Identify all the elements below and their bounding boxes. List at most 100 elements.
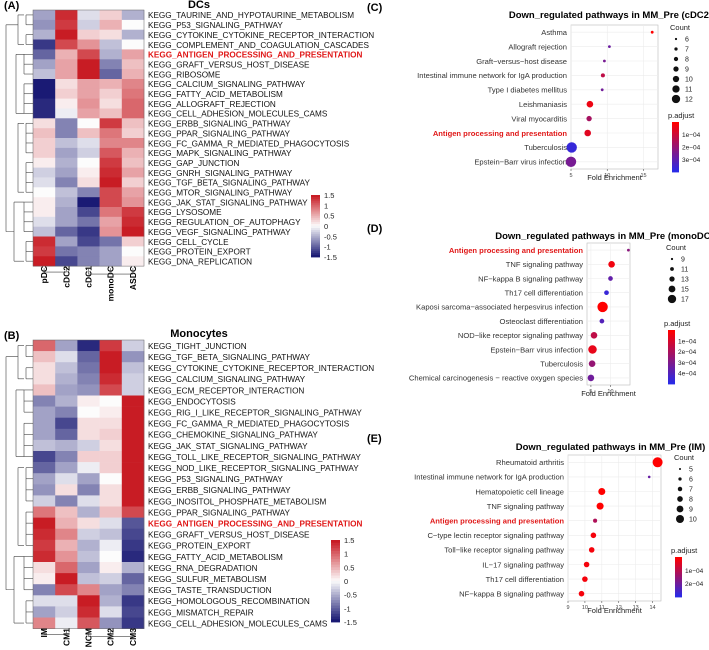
heatmap-cell [99, 517, 123, 529]
heatmap-cell [99, 138, 123, 149]
heatmap-cell [99, 395, 123, 407]
heatmap-row-label: KEGG_TGF_BETA_SIGNALING_PATHWAY [148, 353, 311, 362]
heatmap-cell [121, 147, 145, 159]
heatmap-cell [33, 573, 56, 585]
heatmap-cell [33, 584, 56, 596]
heatmap-cell [33, 562, 56, 574]
enrichment-dot [603, 59, 606, 63]
heatmap-cell [33, 19, 56, 31]
x-tick-label: 10 [607, 389, 613, 395]
heatmap-cell [77, 506, 100, 518]
heatmap-cell [121, 98, 145, 109]
heatmap-cell [33, 473, 56, 485]
heatmap-row-label: KEGG_PPAR_SIGNALING_PATHWAY [148, 129, 290, 138]
pathway-label: Tuberculosis [524, 143, 567, 152]
heatmap-cell [77, 584, 100, 596]
legend-dot [672, 85, 680, 93]
heatmap-row-label: KEGG_TIGHT_JUNCTION [148, 342, 247, 351]
legend-value: 11 [681, 267, 688, 274]
heatmap-cell [55, 573, 78, 585]
heatmap-cell [55, 177, 78, 188]
heatmap-cell [55, 118, 78, 129]
legend-title: Count [666, 243, 687, 252]
heatmap-cell [55, 197, 78, 208]
heatmap-cell [55, 584, 78, 596]
heatmap-cell [99, 573, 123, 585]
heatmap-cell [33, 595, 56, 607]
enrichment-dot [600, 73, 605, 78]
pathway-label: Toll−like receptor signaling pathway [444, 546, 564, 555]
heatmap-cell [121, 236, 145, 247]
enrichment-dot [565, 156, 577, 167]
heatmap-cell [77, 495, 100, 507]
heatmap-cell [121, 562, 145, 574]
heatmap-cell [77, 187, 100, 198]
pathway-label: IL−17 signaling pathway [482, 560, 564, 569]
heatmap-color-legend: 1.5 1 0.5 0 -0.5 -1 -1.5 [331, 536, 357, 627]
heatmap-col-label: pDC [39, 266, 49, 283]
heatmap-cell [99, 484, 123, 496]
x-tick-label: 5 [589, 389, 592, 395]
heatmap-cell [77, 451, 100, 463]
heatmap-col-label: cDC1 [84, 266, 94, 288]
legend-value: 9 [689, 507, 693, 514]
legend-value: 7 [689, 487, 693, 494]
legend-value: 10 [685, 77, 693, 84]
enrichment-dot [647, 475, 651, 479]
legend-tick: 1 [324, 201, 328, 210]
heatmap-row-label: KEGG_CALCIUM_SIGNALING_PATHWAY [148, 375, 306, 384]
heatmap-cell [33, 256, 56, 267]
heatmap-cell [121, 617, 145, 629]
heatmap-cell [99, 506, 123, 518]
heatmap-cell [99, 167, 123, 178]
legend-value: 9 [681, 257, 685, 264]
heatmap-cell [121, 157, 145, 168]
enrichment-dot [608, 45, 611, 48]
legend-title: Count [674, 453, 695, 462]
legend-value: 15 [681, 287, 689, 294]
heatmap-cell [55, 451, 78, 463]
heatmap-cell [121, 340, 145, 352]
heatmap-row-label: KEGG_HOMOLOGOUS_RECOMBINATION [148, 597, 310, 606]
heatmap-cell [77, 19, 100, 31]
heatmap-cell [55, 384, 78, 396]
column-dendrogram [43, 630, 134, 637]
dotplot-title: Down_regulated pathways in MM_Pre (cDC2) [509, 10, 709, 21]
heatmap-cell [121, 197, 145, 208]
heatmap-cell [77, 462, 100, 474]
heatmap-row-label: KEGG_ERBB_SIGNALING_PATHWAY [148, 486, 291, 495]
heatmap-cell [121, 606, 145, 618]
enrichment-dot [650, 30, 654, 34]
heatmap-cell [33, 29, 56, 40]
heatmap-cell [55, 439, 78, 452]
heatmap-cell [121, 216, 145, 227]
heatmap-cell [33, 128, 56, 139]
heatmap-row-label: KEGG_CELL_ADHESION_MOLECULES_CAMS [148, 619, 328, 628]
x-tick-label: 11 [599, 605, 605, 611]
pathway-label: Th17 cell differentiation [486, 575, 564, 584]
legend-tick: -1 [324, 243, 331, 252]
heatmap-cell [77, 417, 100, 430]
heatmap-title: DCs [188, 0, 210, 11]
heatmap-cell [77, 406, 100, 418]
heatmap-cell [121, 79, 145, 90]
legend-tick: 3e−04 [682, 157, 701, 164]
heatmap-cell [33, 484, 56, 496]
heatmap-row-label: KEGG_TOLL_LIKE_RECEPTOR_SIGNALING_PATHWA… [148, 453, 361, 462]
heatmap-cell [55, 495, 78, 507]
panel-label: (A) [4, 0, 20, 12]
legend-tick: -1.5 [344, 618, 357, 627]
pathway-label: Graft−versus−host disease [476, 57, 567, 66]
enrichment-dot [587, 374, 595, 382]
heatmap-cell [33, 108, 56, 119]
heatmap-cell [77, 473, 100, 485]
heatmap-row-label: KEGG_ECM_RECEPTOR_INTERACTION [148, 386, 304, 395]
heatmap-cell [55, 69, 78, 80]
legend-tick: 0 [344, 577, 348, 586]
heatmap-cell [77, 49, 100, 60]
pathway-label: TNF signaling pathway [506, 260, 583, 269]
legend-dot [672, 75, 680, 83]
heatmap-cell [33, 506, 56, 518]
pathway-label: NF−kappa B signaling pathway [459, 590, 564, 599]
heatmap-cell [33, 395, 56, 407]
